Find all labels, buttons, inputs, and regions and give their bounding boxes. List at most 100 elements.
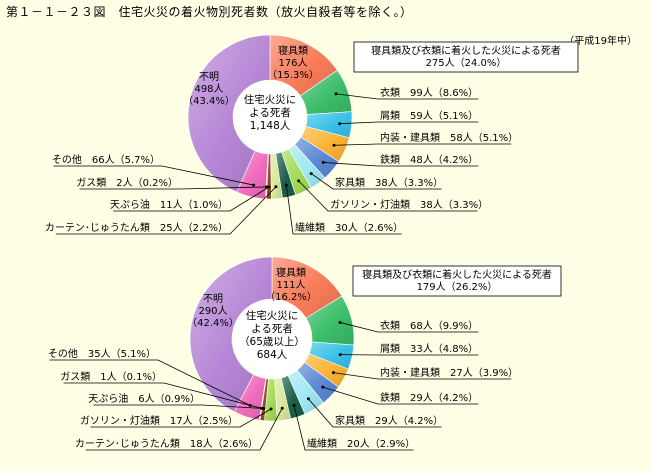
leader-dot (306, 397, 310, 401)
slice-label-不明: 不明 (199, 71, 219, 83)
leader-dot (267, 185, 271, 189)
leader-dot (280, 406, 284, 410)
leader-line (339, 121, 479, 125)
slice-label-寝具類: 176人 (278, 57, 307, 69)
leader-line (323, 162, 479, 167)
leader-dot (259, 406, 263, 410)
center-label-line: 1,148人 (250, 120, 291, 132)
leader-line (333, 372, 512, 380)
summary-label: 275人（24.0%） (426, 57, 507, 69)
leader-line (293, 405, 414, 451)
slice-label-鉄類: 鉄類 29人（4.2%） (380, 391, 478, 404)
summary-label: 寝具類及び衣類に着火した火災による死者 (371, 44, 561, 57)
slice-不明 (187, 34, 271, 193)
leader-line (113, 186, 270, 212)
leader-line (298, 180, 478, 212)
slice-label-不明: 498人 (194, 83, 223, 95)
slice-label-不明: 290人 (198, 305, 227, 317)
leader-dot (309, 172, 313, 176)
leader-line (336, 93, 479, 100)
leader-dot (297, 179, 301, 183)
leader-line (322, 386, 479, 405)
slice-label-不明: 不明 (203, 293, 223, 305)
slice-label-ガス類: ガス類 2人（0.2%） (76, 177, 178, 189)
slice-label-衣類: 衣類 68人（9.9%） (380, 319, 478, 332)
slice-label-不明: （43.4%） (183, 95, 235, 107)
leader-dot (262, 407, 266, 411)
leader-dot (248, 404, 252, 408)
slice-label-ガソリン-灯油類: ガソリン・灯油類 17人（2.5%） (80, 414, 238, 427)
leader-dot (321, 160, 325, 164)
slice-label-カーテン-じゅうたん類: カーテン･じゅうたん類 18人（2.6%） (75, 438, 258, 450)
leader-dot (292, 403, 296, 407)
slice-label-寝具類: 寝具類 (276, 266, 306, 279)
slice-label-内装-建具類: 内装・建具類 27人（3.9%） (380, 366, 518, 379)
center-label-line: よる死者 (251, 323, 293, 335)
leader-line (308, 398, 442, 428)
leader-line (63, 382, 262, 409)
center-label-line: よる死者 (249, 107, 291, 119)
leader-line (53, 165, 254, 186)
leader-dot (321, 385, 325, 389)
slice-label-寝具類: 111人 (276, 279, 305, 291)
center-label-line: （65歳以上） (239, 336, 305, 348)
pie-chart-2: 住宅火災による死者（65歳以上）684人寝具類及び衣類に着火した火災による死者1… (48, 256, 562, 451)
slice-label-寝具類: （15.3%） (267, 69, 319, 81)
slice-label-その他: その他 66人（5.7%） (52, 153, 160, 166)
slice-label-家具類: 家具類 29人（4.2%） (335, 414, 443, 427)
donut-hole (234, 81, 306, 153)
slice-label-ガス類: ガス類 1人（0.1%） (60, 371, 162, 383)
summary-label: 寝具類及び衣類に着火した火災による死者 (362, 268, 552, 281)
slice-label-屑類: 屑類 59人（5.1%） (380, 110, 478, 122)
leader-dot (331, 371, 335, 375)
slice-不明 (189, 256, 273, 413)
leader-dot (252, 183, 256, 187)
leader-dot (338, 320, 342, 324)
leader-dot (274, 185, 278, 189)
slice-label-衣類: 衣類 99人（8.6%） (380, 86, 478, 99)
slice-label-屑類: 屑類 33人（4.8%） (380, 343, 478, 355)
summary-box (353, 41, 579, 73)
leader-line (55, 186, 277, 235)
figure-title: 第１－１－２３図 住宅火災の着火物別死者数（放火自殺者等を除く。） (6, 5, 413, 19)
center-label-line: 住宅火災に (244, 93, 297, 106)
slice-label-ガソリン-灯油類: ガソリン・灯油類 38人（3.3%） (330, 198, 488, 211)
slice-label-天ぷら油: 天ぷら油 6人（0.9%） (88, 392, 200, 405)
year-note: （平成19年中） (564, 36, 637, 47)
donut-hole (233, 300, 311, 378)
slice-label-寝具類: 寝具類 (278, 44, 308, 57)
slice-label-不明: （42.4%） (187, 317, 239, 329)
leader-dot (269, 407, 273, 411)
slice-label-寝具類: （16.2%） (265, 291, 317, 303)
center-label-line: 住宅火災に (246, 309, 299, 322)
summary-box (352, 265, 562, 297)
slice-label-家具類: 家具類 38人（3.3%） (335, 176, 443, 189)
slice-label-その他: その他 35人（5.1%） (48, 347, 156, 360)
leader-line (49, 359, 251, 406)
slice-label-繊維類: 繊維類 20人（2.9%） (307, 437, 415, 450)
leader-line (285, 185, 402, 235)
leader-line (339, 322, 479, 333)
slice-label-繊維類: 繊維類 30人（2.6%） (295, 221, 403, 234)
leader-dot (338, 122, 342, 126)
slice-label-カーテン-じゅうたん類: カーテン･じゅうたん類 25人（2.2%） (45, 222, 228, 234)
leader-line (90, 408, 272, 428)
leader-dot (338, 353, 342, 357)
center-label-line: 684人 (257, 349, 288, 361)
slice-label-内装-建具類: 内装・建具類 58人（5.1%） (380, 131, 518, 144)
leader-line (79, 186, 267, 190)
leader-line (310, 173, 442, 190)
leader-line (85, 408, 283, 451)
leader-dot (334, 92, 338, 96)
slice-label-鉄類: 鉄類 48人（4.2%） (380, 153, 478, 166)
leader-dot (332, 143, 336, 147)
leader-line (334, 143, 512, 146)
leader-dot (265, 185, 269, 189)
leader-line (93, 404, 264, 409)
slice-label-天ぷら油: 天ぷら油 11人（1.0%） (110, 198, 228, 211)
summary-label: 179人（26.2%） (417, 281, 498, 293)
leader-dot (284, 183, 288, 187)
